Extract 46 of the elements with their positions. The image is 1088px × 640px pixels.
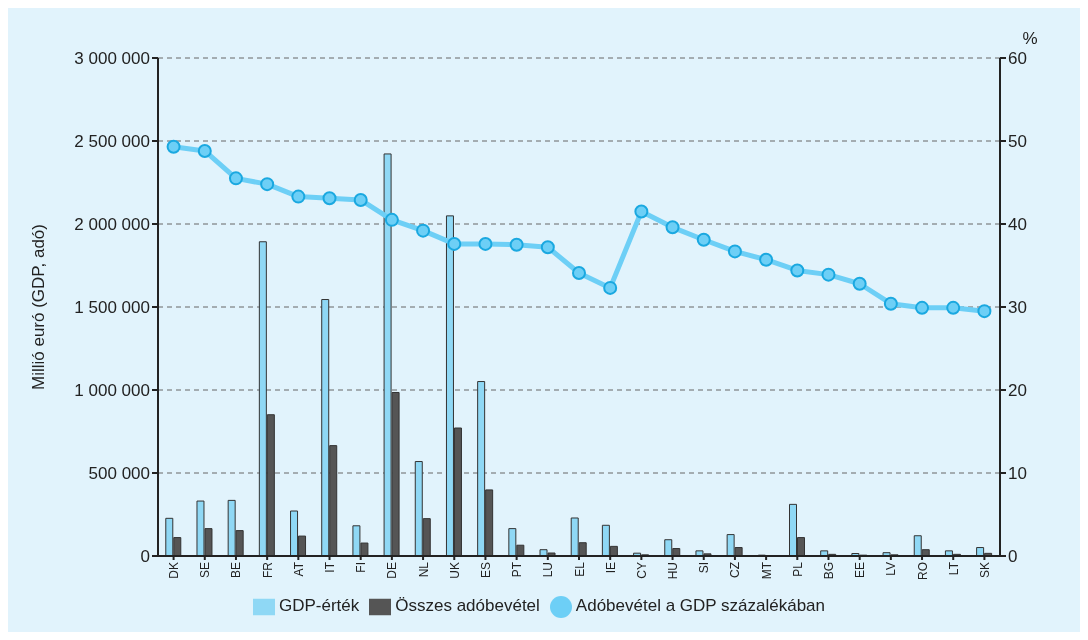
y2-tick-label: 30 (1008, 298, 1027, 318)
y-tick-label: 0 (140, 547, 150, 567)
y2-axis-title: % (1022, 29, 1038, 48)
x-tick-label: LV (884, 562, 899, 576)
y2-tick-label: 50 (1008, 132, 1027, 152)
x-tick-label: IE (603, 562, 618, 574)
x-tick-label: UK (447, 562, 462, 579)
y2-tick-label: 20 (1008, 381, 1027, 401)
y-tick-label: 1 000 000 (74, 381, 150, 401)
y2-tick-label: 10 (1008, 464, 1027, 484)
y-axis-title: Millió euró (GDP, adó) (29, 224, 49, 390)
y-tick-label: 500 000 (88, 464, 150, 484)
y2-tick-label: 40 (1008, 215, 1027, 235)
legend-label: GDP-érték (278, 596, 360, 616)
y2-tick-label: 60 (1008, 49, 1027, 69)
x-tick-label: PT (510, 561, 525, 578)
x-tick-label: EE (853, 562, 868, 579)
y-tick-label: 2 500 000 (74, 132, 150, 152)
x-tick-label: CZ (728, 562, 743, 578)
x-tick-label: CY (634, 562, 649, 579)
x-tick-label: SI (697, 562, 712, 574)
y2-tick-label: 0 (1008, 547, 1018, 567)
x-tick-label: PL (790, 561, 805, 577)
legend-label: Adóbevétel a GDP százalékában (575, 596, 826, 616)
x-tick-label: NL (416, 561, 431, 578)
x-tick-label: DK (167, 562, 182, 579)
x-tick-label: SK (977, 562, 992, 579)
x-tick-label: HU (666, 562, 681, 580)
x-tick-label: MT (759, 561, 774, 580)
y-tick-label: 1 500 000 (74, 298, 150, 318)
x-tick-label: FI (354, 562, 369, 573)
x-tick-label: FR (260, 561, 275, 578)
x-tick-label: IT (323, 561, 338, 573)
x-tick-label: ES (478, 562, 493, 579)
legend-label: Összes adóbevétel (395, 596, 540, 616)
y-tick-label: 3 000 000 (74, 49, 150, 69)
x-tick-label: LT (946, 561, 961, 576)
x-tick-label: EL (572, 561, 587, 577)
x-tick-label: SE (198, 562, 213, 579)
x-tick-label: BE (229, 562, 244, 579)
x-tick-label: AT (291, 561, 306, 577)
x-tick-label: DE (385, 562, 400, 579)
x-tick-label: RO (915, 562, 930, 580)
x-tick-label: BG (822, 562, 836, 580)
y-tick-label: 2 000 000 (74, 215, 150, 235)
x-tick-label: LU (541, 562, 556, 578)
